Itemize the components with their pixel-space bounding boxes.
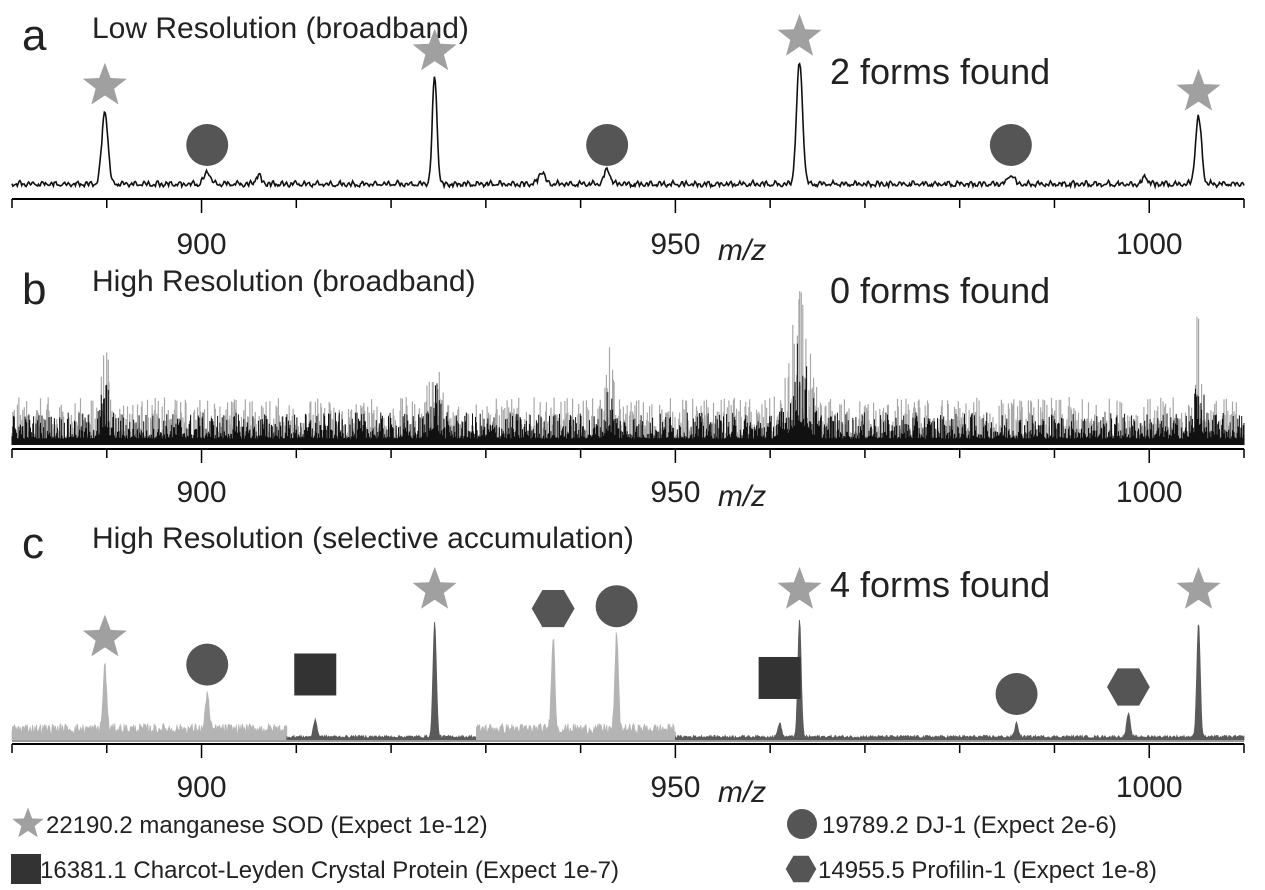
legend-label: 16381.1 Charcot-Leyden Crystal Protein (… [40,857,619,884]
panel-letter: a [22,11,47,60]
star-marker [82,614,127,657]
star-marker [777,13,822,56]
noise-trace-light [11,291,1245,445]
x-tick-label: 1000 [1116,228,1183,261]
panel-c: c High Resolution (selective accumulation… [11,519,1245,809]
legend-item: 14955.5 Profilin-1 (Expect 1e-8) [785,855,1157,884]
x-tick-label: 950 [650,476,700,509]
star-marker [1176,68,1221,111]
circle-marker [186,124,229,166]
star-marker [777,566,822,609]
x-tick-label: 1000 [1116,476,1183,509]
circle-marker [586,124,629,166]
x-tick-label: 900 [177,771,227,804]
legend-label: 14955.5 Profilin-1 (Expect 1e-8) [818,857,1157,884]
circle-marker [595,585,638,628]
circle-marker [995,673,1038,715]
x-axis-label: m/z [718,776,766,809]
hexagon-legend-icon [785,855,817,883]
panel-a: a Low Resolution (broadband) 2 forms found… [11,11,1245,267]
x-tick-label: 1000 [1116,771,1183,804]
spectrum-trace [11,62,1245,190]
circle-marker [186,643,229,686]
hexagon-marker [1107,668,1150,706]
segment-trace [475,632,676,741]
noise-trace-dark [11,343,1245,445]
panel-title: High Resolution (selective accumulation) [92,522,634,555]
legend-item: 16381.1 Charcot-Leyden Crystal Protein (… [11,854,619,884]
panel-title: Low Resolution (broadband) [92,12,469,45]
forms-found-label: 2 forms found [830,51,1050,92]
hexagon-marker [531,590,575,628]
segment-trace [11,662,288,741]
star-marker [412,566,457,609]
star-marker [82,62,127,105]
legend: 22190.2 manganese SOD (Expect 1e-12) 1978… [11,807,1157,884]
legend-item: 22190.2 manganese SOD (Expect 1e-12) [12,807,488,839]
panel-title: High Resolution (broadband) [92,265,476,298]
legend-item: 19789.2 DJ-1 (Expect 2e-6) [787,809,1117,839]
segment-trace [675,619,1245,741]
x-tick-label: 950 [650,771,700,804]
circle-marker [989,124,1032,166]
forms-found-label: 4 forms found [830,564,1050,605]
star-legend-icon [12,807,44,838]
star-marker [1176,566,1221,609]
x-axis-label: m/z [718,480,766,513]
square-marker [294,653,337,696]
circle-legend-icon [787,809,817,839]
x-tick-label: 900 [177,476,227,509]
square-legend-icon [11,854,41,884]
x-axis-label: m/z [718,234,766,267]
segment-trace [286,621,477,741]
legend-label: 22190.2 manganese SOD (Expect 1e-12) [46,812,488,839]
panel-letter: c [22,519,44,568]
square-marker [758,656,801,699]
x-tick-label: 900 [177,228,227,261]
forms-found-label: 0 forms found [830,270,1050,311]
panel-b: b High Resolution (broadband) 0 forms foun… [11,265,1245,513]
legend-label: 19789.2 DJ-1 (Expect 2e-6) [822,812,1117,839]
star-marker [412,28,457,71]
panel-letter: b [22,265,46,314]
x-tick-label: 950 [650,228,700,261]
